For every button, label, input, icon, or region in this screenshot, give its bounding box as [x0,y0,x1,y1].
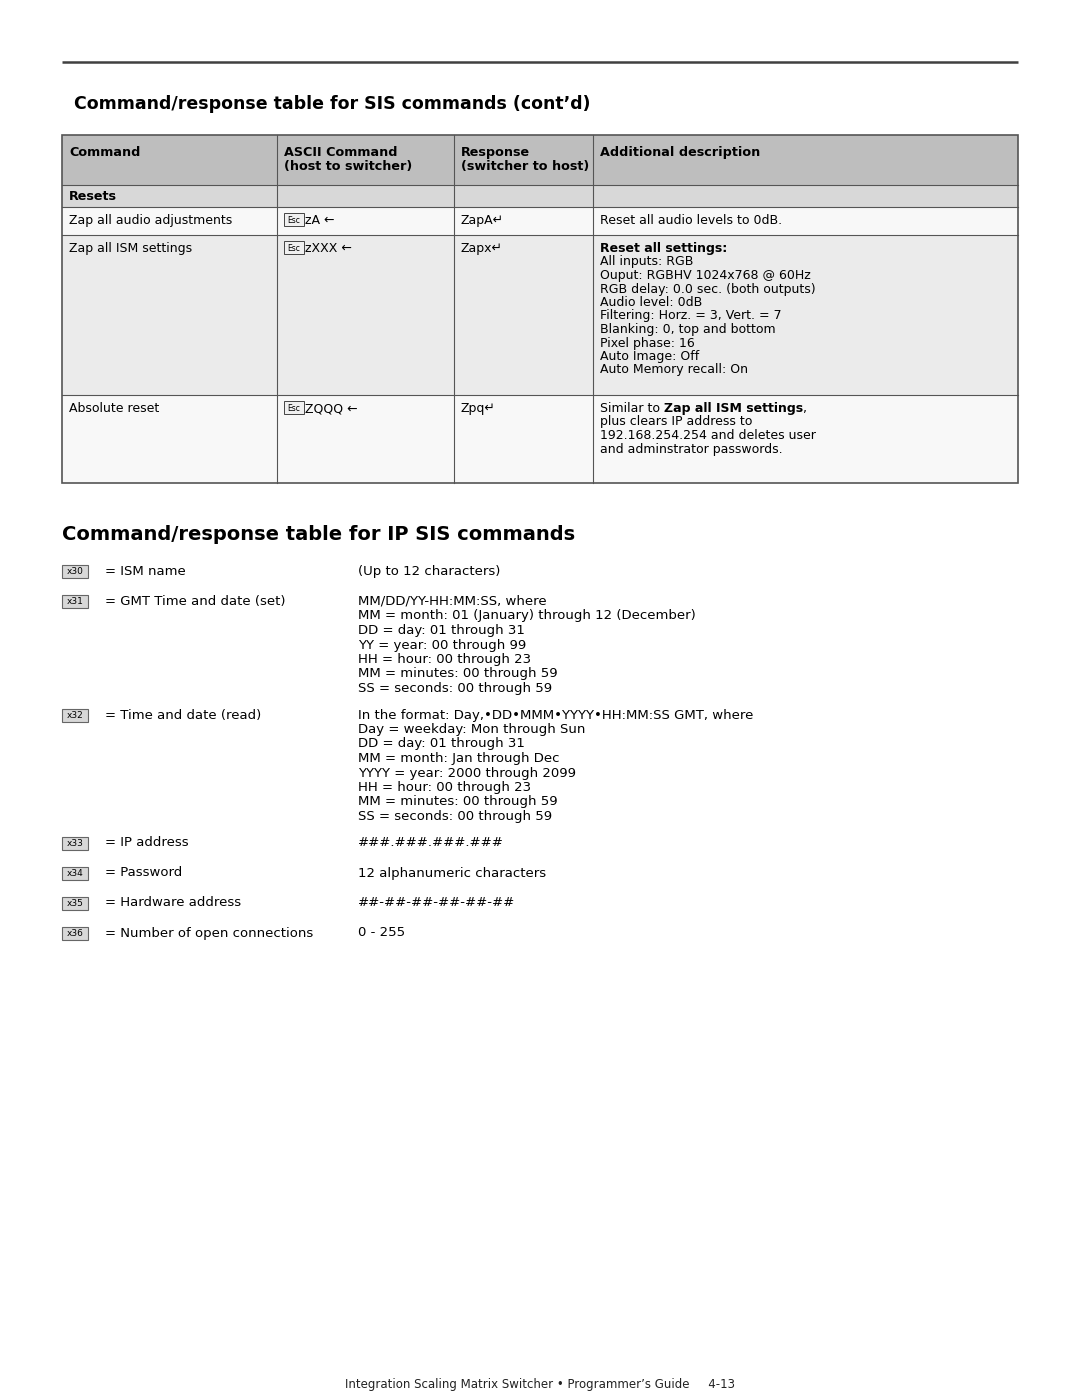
Bar [62,395,1018,483]
Bar [62,708,87,721]
Text: Zap all ISM settings: Zap all ISM settings [663,402,802,415]
Text: x33: x33 [67,838,83,848]
Bar [62,207,1018,235]
Text: Auto Image: Off: Auto Image: Off [599,351,699,363]
Bar [62,136,1018,184]
Bar [62,837,87,849]
Text: Ouput: RGBHV 1024x768 @ 60Hz: Ouput: RGBHV 1024x768 @ 60Hz [599,270,810,282]
Text: Reset all settings:: Reset all settings: [599,242,727,256]
Text: Pixel phase: 16: Pixel phase: 16 [599,337,694,349]
Text: Esc: Esc [287,244,300,253]
Text: x35: x35 [67,898,83,908]
Text: ,: , [802,402,807,415]
Text: = Time and date (read): = Time and date (read) [105,708,261,721]
FancyBboxPatch shape [284,240,303,253]
Text: Auto Memory recall: On: Auto Memory recall: On [599,363,747,377]
FancyBboxPatch shape [284,212,303,225]
Text: In the format: Day,•DD•MMM•YYYY•HH:MM:SS GMT, where: In the format: Day,•DD•MMM•YYYY•HH:MM:SS… [357,708,754,721]
Bar [62,897,87,909]
Text: (switcher to host): (switcher to host) [461,161,590,173]
Text: = ISM name: = ISM name [105,564,186,578]
Text: Zap all audio adjustments: Zap all audio adjustments [69,214,232,226]
Text: x32: x32 [67,711,83,719]
Text: Resets: Resets [69,190,117,203]
Text: x30: x30 [67,567,83,576]
Text: Filtering: Horz. = 3, Vert. = 7: Filtering: Horz. = 3, Vert. = 7 [599,310,781,323]
Text: ##-##-##-##-##-##: ##-##-##-##-##-## [357,897,515,909]
Text: All inputs: RGB: All inputs: RGB [599,256,693,268]
Text: DD = day: 01 through 31: DD = day: 01 through 31 [357,624,525,637]
Text: 192.168.254.254 and deletes user: 192.168.254.254 and deletes user [599,429,815,441]
Text: Command/response table for SIS commands (cont’d): Command/response table for SIS commands … [62,95,591,113]
Text: Integration Scaling Matrix Switcher • Programmer’s Guide     4-13: Integration Scaling Matrix Switcher • Pr… [345,1377,735,1391]
Text: x31: x31 [67,597,83,606]
Text: Esc: Esc [287,217,300,225]
Text: SS = seconds: 00 through 59: SS = seconds: 00 through 59 [357,682,552,694]
Text: ###.###.###.###: ###.###.###.### [357,837,504,849]
Text: Reset all audio levels to 0dB.: Reset all audio levels to 0dB. [599,214,782,226]
Text: MM = month: Jan through Dec: MM = month: Jan through Dec [357,752,559,766]
Text: Zap all ISM settings: Zap all ISM settings [69,242,192,256]
Text: 12 alphanumeric characters: 12 alphanumeric characters [357,866,546,880]
FancyBboxPatch shape [284,401,303,414]
Text: 0 - 255: 0 - 255 [357,926,405,940]
Text: Command/response table for IP SIS commands: Command/response table for IP SIS comman… [62,525,576,543]
Text: Blanking: 0, top and bottom: Blanking: 0, top and bottom [599,323,775,337]
Text: (Up to 12 characters): (Up to 12 characters) [357,564,500,578]
Text: HH = hour: 00 through 23: HH = hour: 00 through 23 [357,652,531,666]
Text: Additional description: Additional description [599,147,760,159]
Text: (host to switcher): (host to switcher) [284,161,413,173]
Text: = GMT Time and date (set): = GMT Time and date (set) [105,595,285,608]
Bar [62,235,1018,395]
Text: Esc: Esc [287,404,300,414]
Bar [62,136,1018,483]
Bar [62,926,87,940]
Text: MM = minutes: 00 through 59: MM = minutes: 00 through 59 [357,795,557,809]
Text: YY = year: 00 through 99: YY = year: 00 through 99 [357,638,526,651]
Text: x34: x34 [67,869,83,877]
Text: Response: Response [461,147,530,159]
Text: MM = minutes: 00 through 59: MM = minutes: 00 through 59 [357,668,557,680]
Text: RGB delay: 0.0 sec. (both outputs): RGB delay: 0.0 sec. (both outputs) [599,282,815,296]
Text: YYYY = year: 2000 through 2099: YYYY = year: 2000 through 2099 [357,767,576,780]
Bar [62,184,1018,207]
Text: zXXX ←: zXXX ← [306,242,352,256]
Bar [62,866,87,880]
Text: plus clears IP address to: plus clears IP address to [599,415,752,429]
Text: Audio level: 0dB: Audio level: 0dB [599,296,702,309]
Text: DD = day: 01 through 31: DD = day: 01 through 31 [357,738,525,750]
Text: = Password: = Password [105,866,183,880]
Text: Zpq↵: Zpq↵ [461,402,496,415]
Text: Day = weekday: Mon through Sun: Day = weekday: Mon through Sun [357,724,585,736]
Bar [62,564,87,578]
Text: HH = hour: 00 through 23: HH = hour: 00 through 23 [357,781,531,793]
Text: = IP address: = IP address [105,837,189,849]
Text: = Hardware address: = Hardware address [105,897,241,909]
Text: Zapx↵: Zapx↵ [461,242,503,256]
Bar [62,595,87,608]
Text: MM/DD/YY-HH:MM:SS, where: MM/DD/YY-HH:MM:SS, where [357,595,546,608]
Text: Similar to: Similar to [599,402,663,415]
Text: ASCII Command: ASCII Command [284,147,397,159]
Text: SS = seconds: 00 through 59: SS = seconds: 00 through 59 [357,810,552,823]
Text: x36: x36 [67,929,83,937]
Text: and adminstrator passwords.: and adminstrator passwords. [599,443,782,455]
Text: ZQQQ ←: ZQQQ ← [306,402,357,415]
Text: zA ←: zA ← [306,214,335,226]
Text: ZapA↵: ZapA↵ [461,214,504,226]
Text: Absolute reset: Absolute reset [69,402,159,415]
Text: = Number of open connections: = Number of open connections [105,926,313,940]
Text: MM = month: 01 (January) through 12 (December): MM = month: 01 (January) through 12 (Dec… [357,609,696,623]
Text: Command: Command [69,147,140,159]
